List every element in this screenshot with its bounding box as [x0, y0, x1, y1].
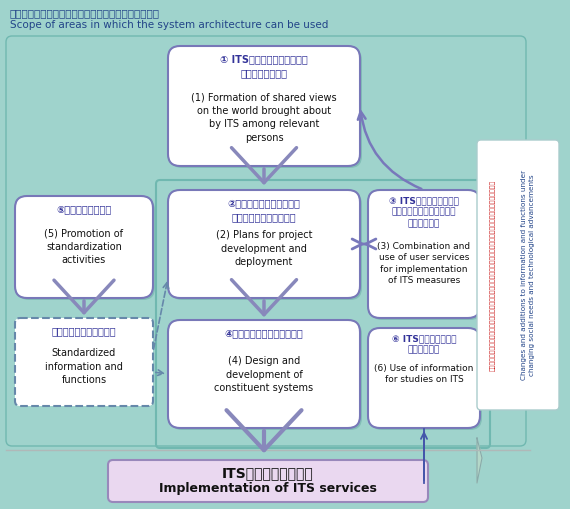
FancyBboxPatch shape	[15, 196, 153, 298]
FancyBboxPatch shape	[168, 320, 360, 428]
FancyBboxPatch shape	[370, 192, 482, 320]
Text: Standardized
information and
functions: Standardized information and functions	[45, 348, 123, 385]
FancyBboxPatch shape	[370, 330, 482, 430]
Text: ③ ITS施策実現のための
　利用者サービスの組み合
　わせ・活用: ③ ITS施策実現のための 利用者サービスの組み合 わせ・活用	[389, 196, 459, 229]
Text: 利用の需要及び提供情報や機能の技術の進化や変化によるシステムアーキテクチャへの情報・機能の追加及び変更: 利用の需要及び提供情報や機能の技術の進化や変化によるシステムアーキテクチャへの情…	[491, 179, 496, 371]
Text: (1) Formation of shared views
on the world brought about
by ITS among relevant
p: (1) Formation of shared views on the wor…	[191, 92, 337, 143]
FancyBboxPatch shape	[170, 48, 362, 168]
Polygon shape	[477, 438, 482, 483]
FancyBboxPatch shape	[477, 140, 559, 410]
FancyBboxPatch shape	[168, 190, 360, 298]
Text: ⑥ ITS研究等のための
　情報の利用: ⑥ ITS研究等のための 情報の利用	[392, 334, 456, 355]
FancyBboxPatch shape	[170, 322, 362, 430]
Text: ① ITSが実現する世界に係る
　共通認識の形成: ① ITSが実現する世界に係る 共通認識の形成	[220, 54, 308, 78]
FancyBboxPatch shape	[368, 190, 480, 318]
Text: システムアーキテクチャを活用することが可能な範囲: システムアーキテクチャを活用することが可能な範囲	[10, 8, 160, 18]
FancyBboxPatch shape	[6, 36, 526, 446]
Text: Scope of areas in which the system architecture can be used: Scope of areas in which the system archi…	[10, 20, 328, 30]
Text: (5) Promotion of
standardization
activities: (5) Promotion of standardization activit…	[44, 228, 124, 265]
FancyBboxPatch shape	[15, 318, 153, 406]
FancyBboxPatch shape	[17, 198, 155, 300]
FancyBboxPatch shape	[368, 328, 480, 428]
Text: ②プロジェクト等の開発・
　展開に係る計画の策定: ②プロジェクト等の開発・ 展開に係る計画の策定	[227, 198, 300, 222]
FancyBboxPatch shape	[170, 192, 362, 300]
Text: ITSのサービスの実現: ITSのサービスの実現	[222, 466, 314, 480]
Text: Changes and additions to information and functions under
changing social needs a: Changes and additions to information and…	[521, 170, 535, 380]
Text: (6) Use of information
for studies on ITS: (6) Use of information for studies on IT…	[374, 364, 474, 384]
Text: Implementation of ITS services: Implementation of ITS services	[159, 482, 377, 495]
Text: (2) Plans for project
development and
deployment: (2) Plans for project development and de…	[216, 230, 312, 267]
FancyBboxPatch shape	[168, 46, 360, 166]
Text: (3) Combination and
use of user services
for implementation
of ITS measures: (3) Combination and use of user services…	[377, 242, 471, 286]
Text: (4) Design and
development of
constituent systems: (4) Design and development of constituen…	[214, 356, 314, 393]
Text: 標準化された情報や機能: 標準化された情報や機能	[52, 326, 116, 336]
Text: ⑤標準化活動の促進: ⑤標準化活動の促進	[56, 204, 112, 214]
FancyBboxPatch shape	[108, 460, 428, 502]
Text: ④個別システムの設計・開発: ④個別システムの設計・開発	[225, 328, 303, 338]
